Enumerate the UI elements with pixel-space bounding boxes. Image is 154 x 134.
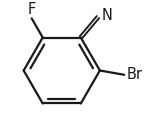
Text: N: N [101, 8, 112, 23]
Text: F: F [28, 2, 36, 17]
Text: Br: Br [127, 67, 143, 82]
